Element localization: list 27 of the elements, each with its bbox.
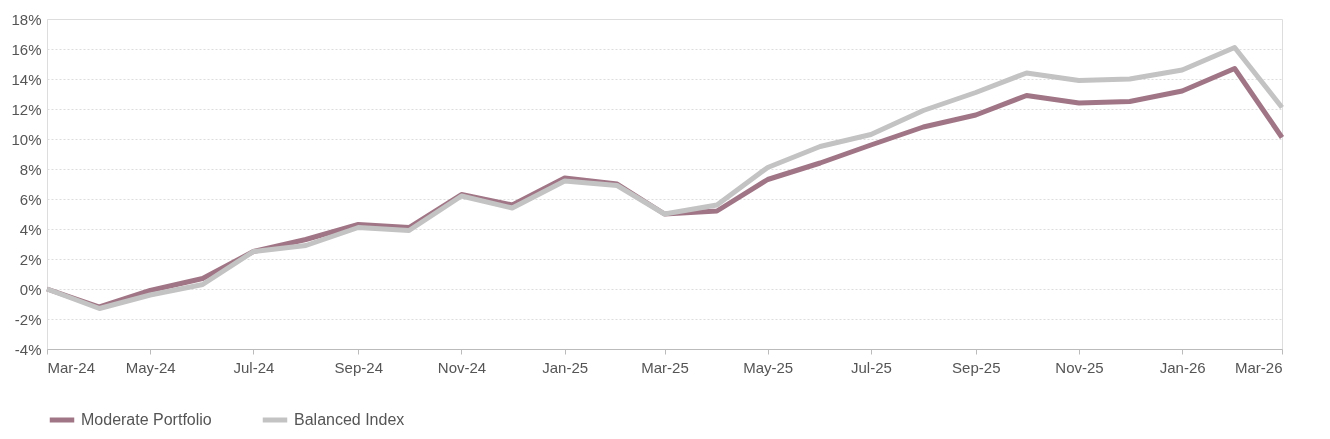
x-tick-label: Jan-26 <box>1159 358 1206 376</box>
y-tick-label: 12% <box>11 100 42 118</box>
y-tick-label: -4% <box>14 340 42 358</box>
x-tick-label: Mar-24 <box>47 358 96 376</box>
x-tick-label: Nov-25 <box>1055 358 1104 376</box>
y-tick-label: 4% <box>19 220 42 238</box>
x-tick-label: Sep-24 <box>334 358 383 376</box>
x-tick-label: Sep-25 <box>952 358 1001 376</box>
x-tick-label: Jul-24 <box>233 358 275 376</box>
y-tick-label: 18% <box>11 10 42 28</box>
x-tick-label: Jul-25 <box>850 358 892 376</box>
y-tick-label: 16% <box>11 40 42 58</box>
x-tick-label: Jan-25 <box>542 358 589 376</box>
y-tick-label: 8% <box>19 160 42 178</box>
y-tick-label: 2% <box>19 250 42 268</box>
y-tick-label: 14% <box>11 70 42 88</box>
x-tick-label: Mar-25 <box>641 358 689 376</box>
legend-label: Balanced Index <box>294 411 405 428</box>
x-tick-label: Mar-26 <box>1234 358 1283 376</box>
y-tick-label: 0% <box>19 280 42 298</box>
x-tick-label: May-25 <box>743 358 794 376</box>
x-tick-label: Nov-24 <box>437 358 487 376</box>
y-tick-label: 10% <box>11 130 42 148</box>
y-tick-label: 6% <box>19 190 42 208</box>
legend-label: Moderate Portfolio <box>81 411 212 428</box>
x-tick-label: May-24 <box>125 358 176 376</box>
y-tick-label: -2% <box>14 310 42 328</box>
